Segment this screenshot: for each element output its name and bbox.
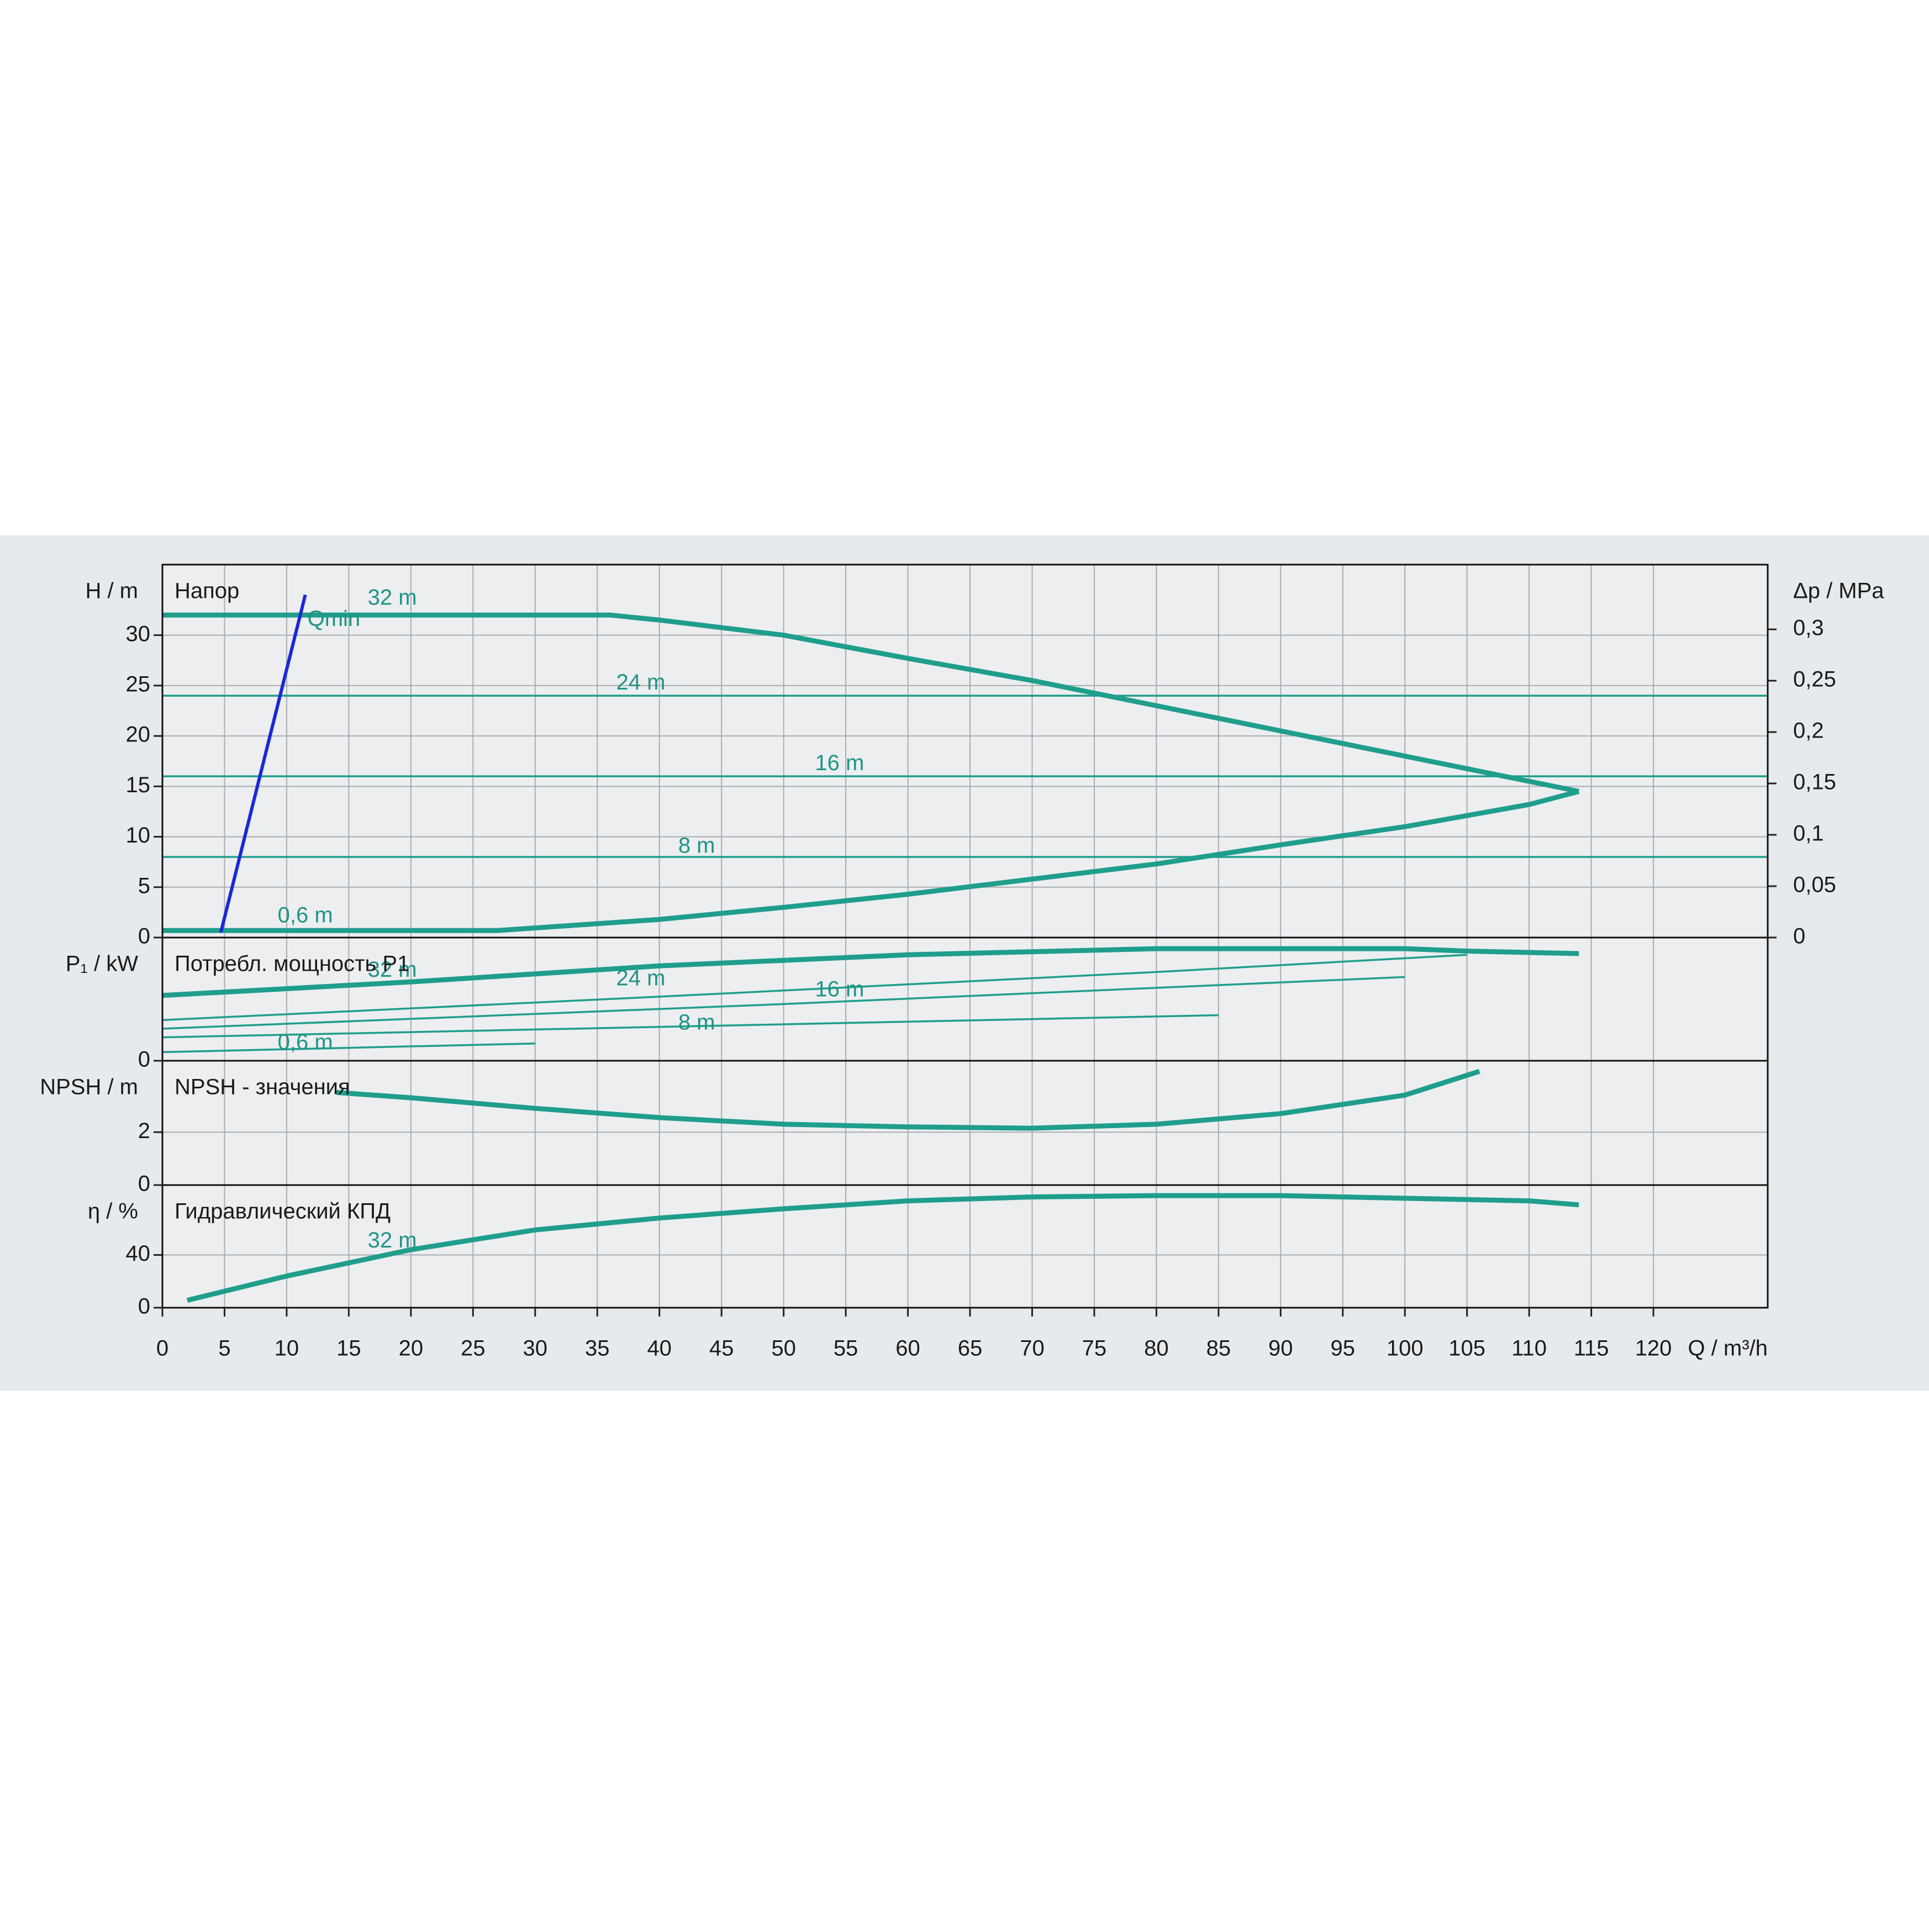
series-label: 24 m [616, 966, 665, 990]
series-label: 0,6 m [278, 1030, 333, 1054]
y-tick-label: 0 [138, 1047, 150, 1072]
y-tick-label: 10 [126, 823, 151, 847]
y2-tick-label: 0,05 [1793, 873, 1836, 897]
x-tick-label: 110 [1511, 1336, 1547, 1361]
x-tick-label: 50 [771, 1336, 796, 1361]
y-tick-label: 15 [126, 773, 151, 797]
panel-title: Гидравлический КПД [175, 1199, 391, 1224]
series-label: 0,6 m [278, 903, 333, 927]
plot-area [162, 565, 1768, 938]
series-line [162, 1043, 535, 1054]
y2-axis-label: Δp / MPa [1793, 579, 1884, 603]
series-line [336, 1068, 1480, 1131]
x-axis-label: Q / m³/h [1688, 1336, 1768, 1361]
panel-title: NPSH - значения [175, 1075, 350, 1099]
panel-title: Потребл. мощность P1 [175, 952, 409, 976]
y2-tick-label: 0 [1793, 924, 1805, 949]
series-label: 32 m [368, 1228, 417, 1252]
y-axis-label: H / m [85, 579, 138, 603]
x-tick-label: 40 [647, 1336, 672, 1361]
plot-border [161, 1184, 1769, 1309]
y-axis-label: η / % [88, 1199, 138, 1224]
x-tick-label: 20 [399, 1336, 424, 1361]
series-line [219, 594, 307, 933]
series-label: 32 m [368, 586, 417, 610]
plot-area [162, 1061, 1768, 1185]
x-tick-label: 120 [1635, 1336, 1672, 1361]
x-tick-label: 5 [218, 1336, 230, 1361]
x-tick-label: 100 [1387, 1336, 1424, 1361]
series-label: 32 m [368, 957, 417, 982]
x-tick-label: 30 [523, 1336, 548, 1361]
y-tick-label: 2 [138, 1119, 150, 1143]
x-tick-label: 105 [1448, 1336, 1485, 1361]
x-tick-label: 25 [461, 1336, 486, 1361]
x-tick-label: 90 [1268, 1336, 1293, 1361]
plot-area [162, 938, 1768, 1061]
y2-tick-label: 0,2 [1793, 719, 1824, 743]
x-tick-label: 65 [958, 1336, 983, 1361]
series-line [162, 612, 1579, 794]
x-tick-label: 115 [1574, 1336, 1609, 1361]
y-tick-label: 0 [138, 1172, 150, 1196]
series-line [162, 789, 1580, 933]
y-tick-label: 5 [138, 873, 150, 898]
y-tick-label: 0 [138, 924, 150, 949]
y2-tick-label: 0,1 [1793, 822, 1824, 846]
x-tick-label: 95 [1331, 1336, 1356, 1361]
x-tick-label: 60 [895, 1336, 920, 1361]
x-tick-label: 0 [156, 1336, 168, 1361]
x-tick-label: 85 [1206, 1336, 1231, 1361]
series-label: 8 m [678, 833, 715, 857]
series-label: Qmin [308, 607, 361, 631]
series-line [162, 976, 1405, 1030]
y-tick-label: 20 [126, 723, 151, 747]
series-label: 8 m [678, 1010, 715, 1035]
y-axis-label: P₁ / kW [66, 952, 139, 976]
x-tick-label: 55 [834, 1336, 858, 1361]
x-tick-label: 10 [275, 1336, 299, 1361]
y2-tick-label: 0,15 [1793, 770, 1836, 794]
series-line [186, 1193, 1579, 1303]
x-tick-label: 80 [1144, 1336, 1169, 1361]
x-tick-label: 45 [709, 1336, 734, 1361]
y-tick-label: 0 [138, 1294, 150, 1319]
series-line [162, 946, 1579, 998]
x-tick-label: 35 [585, 1336, 610, 1361]
series-label: 24 m [616, 670, 665, 694]
y-tick-label: 30 [126, 622, 151, 646]
x-tick-label: 75 [1082, 1336, 1107, 1361]
y-tick-label: 40 [126, 1241, 151, 1266]
x-tick-label: 70 [1020, 1336, 1045, 1361]
series-line [162, 954, 1467, 1022]
series-label: 16 m [815, 751, 864, 775]
y-tick-label: 25 [126, 672, 151, 696]
y2-tick-label: 0,25 [1793, 667, 1836, 692]
series-line [162, 1014, 1219, 1039]
series-label: 16 m [815, 977, 864, 1001]
y-axis-label: NPSH / m [40, 1075, 138, 1099]
y2-tick-label: 0,3 [1793, 616, 1824, 640]
panel-title: Напор [175, 579, 239, 603]
x-tick-label: 15 [336, 1336, 361, 1361]
